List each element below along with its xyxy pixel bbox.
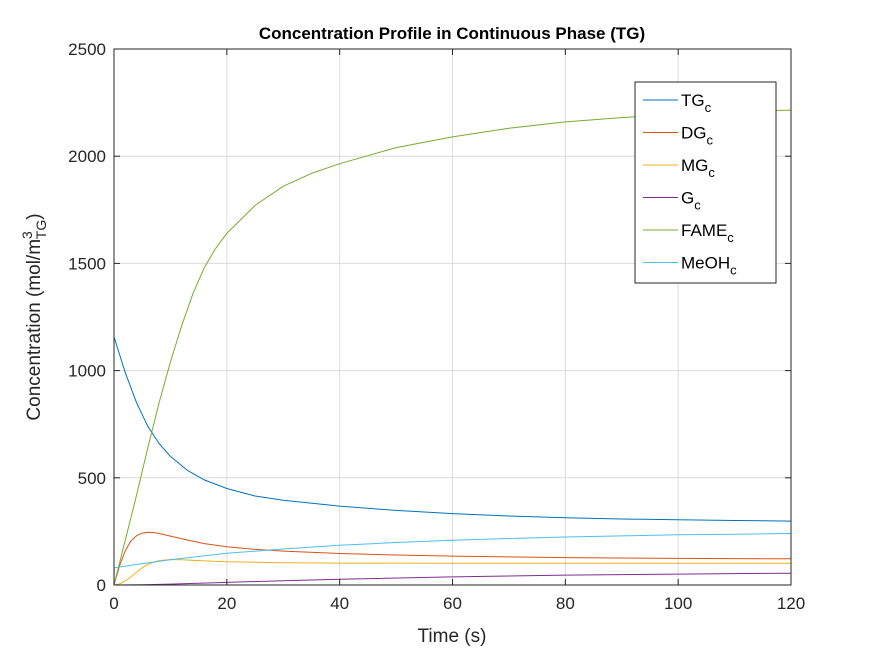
- legend-label-subscript: c: [727, 230, 734, 245]
- legend-label-subscript: c: [694, 198, 701, 213]
- y-tick-label: 500: [78, 469, 106, 488]
- series-line-dg: [113, 531, 792, 586]
- legend-label: FAMEc: [681, 221, 734, 245]
- x-tick-label: 80: [556, 594, 575, 613]
- legend-label-name: DG: [681, 124, 707, 143]
- legend-label-subscript: c: [730, 263, 737, 278]
- legend-label-name: MG: [681, 156, 708, 175]
- y-tick-label: 0: [97, 576, 106, 595]
- y-tick-label: 2000: [68, 147, 106, 166]
- y-axis-label: Concentration (mol/m3TG): [19, 213, 49, 420]
- x-axis-label: Time (s): [418, 626, 487, 647]
- x-tick-label: 100: [664, 594, 692, 613]
- legend-label: Gc: [681, 189, 701, 213]
- legend-item-g: Gc: [643, 189, 701, 213]
- x-tick-label: 0: [109, 594, 118, 613]
- legend-label-subscript: c: [708, 165, 715, 180]
- series-lines: [113, 109, 792, 586]
- x-tick-label: 60: [443, 594, 462, 613]
- legend-item-tg: TGc: [643, 91, 712, 115]
- y-tick-label: 1000: [68, 362, 106, 381]
- x-tick-label: 40: [330, 594, 349, 613]
- legend-label-name: FAME: [681, 221, 727, 240]
- legend-label: MeOHc: [681, 254, 737, 278]
- chart-title: Concentration Profile in Continuous Phas…: [259, 24, 645, 43]
- y-label-end: ): [24, 213, 45, 219]
- y-tick-label: 2500: [68, 40, 106, 59]
- legend-item-mg: MGc: [643, 156, 715, 180]
- y-label-sup: 3: [19, 231, 35, 239]
- series-line-fame: [113, 109, 792, 586]
- legend-item-dg: DGc: [643, 124, 714, 148]
- legend-label-name: TG: [681, 91, 705, 110]
- x-tick-label: 120: [777, 594, 805, 613]
- legend-label-name: MeOH: [681, 254, 730, 273]
- series-line-meoh: [113, 533, 792, 586]
- legend-item-meoh: MeOHc: [643, 254, 737, 278]
- legend-box: [634, 81, 777, 284]
- y-label-main: Concentration (mol/m: [24, 239, 45, 421]
- legend-label-subscript: c: [707, 133, 714, 148]
- legend-label: TGc: [681, 91, 712, 115]
- legend-label: MGc: [681, 156, 715, 180]
- legend-item-fame: FAMEc: [643, 221, 734, 245]
- y-label-sub: TG: [33, 220, 49, 239]
- series-line-tg: [113, 336, 792, 522]
- y-tick-label: 1500: [68, 254, 106, 273]
- legend-label-subscript: c: [705, 100, 712, 115]
- legend-label: DGc: [681, 124, 714, 148]
- series-line-g: [113, 572, 792, 586]
- ticks: 0 20 40 60 80 100 120 0 500 1000 1500 2000 2500: [68, 40, 805, 613]
- legend-label-name: G: [681, 189, 694, 208]
- x-tick-label: 20: [217, 594, 236, 613]
